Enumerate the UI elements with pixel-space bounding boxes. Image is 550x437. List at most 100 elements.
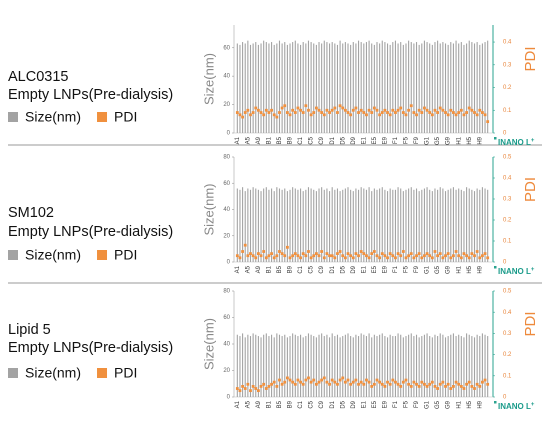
point: [436, 111, 440, 114]
bar: [405, 43, 407, 134]
point: [275, 385, 279, 388]
point: [354, 106, 358, 110]
y-tick-label: 0: [227, 395, 231, 401]
bar: [439, 187, 441, 262]
bar: [300, 334, 302, 397]
logo: INANO L+: [498, 138, 535, 148]
bar: [310, 42, 312, 134]
point: [370, 252, 374, 255]
bar: [339, 40, 341, 134]
point: [481, 254, 484, 258]
x-tick-label: A5: [245, 400, 251, 408]
bar: [429, 189, 431, 262]
bar: [329, 191, 331, 262]
point: [446, 113, 450, 117]
bar: [473, 43, 476, 134]
bar: [397, 187, 399, 262]
point: [417, 108, 421, 112]
x-tick-label: G9: [446, 265, 452, 274]
bar: [321, 187, 323, 262]
bar: [384, 42, 386, 134]
bar: [466, 187, 468, 262]
bar: [439, 43, 441, 134]
bar: [268, 43, 270, 134]
bar: [484, 334, 486, 397]
point: [409, 104, 413, 108]
point: [249, 113, 252, 117]
bar: [236, 43, 238, 134]
point: [280, 252, 284, 255]
point: [425, 252, 429, 255]
point: [383, 254, 387, 258]
point: [462, 113, 466, 117]
x-tick-label: F1: [393, 400, 399, 408]
bar: [292, 42, 294, 134]
bar: [421, 189, 423, 262]
point: [314, 106, 318, 110]
bar: [313, 336, 315, 397]
y-axis-label: Size(nm): [201, 318, 216, 370]
point: [428, 254, 432, 258]
point: [441, 108, 445, 112]
point: [328, 111, 331, 114]
bar: [271, 188, 273, 262]
bar: [431, 337, 433, 397]
panel-subtitle: Empty LNPs(Pre-dialysis): [8, 87, 173, 103]
bar: [252, 43, 254, 134]
x-tick-label: G1: [425, 265, 431, 274]
point: [246, 382, 250, 386]
point: [430, 380, 434, 384]
y2-axis-label: PDI: [522, 311, 539, 336]
point: [262, 113, 266, 117]
point: [383, 108, 387, 112]
point: [473, 387, 476, 390]
point: [438, 382, 442, 386]
legend-swatch: [97, 368, 108, 378]
y-tick-label: 20: [223, 368, 230, 374]
y-tick-label: 60: [223, 181, 230, 187]
bar: [455, 189, 457, 262]
point: [270, 108, 273, 112]
point: [291, 254, 295, 258]
bar: [468, 40, 470, 134]
point: [285, 245, 289, 249]
point: [259, 111, 263, 114]
x-tick-label: G1: [425, 136, 431, 145]
x-tick-label: A1: [235, 136, 241, 144]
point: [251, 385, 255, 388]
bar: [397, 43, 399, 134]
x-tick-label: H5: [467, 400, 473, 408]
logo: INANO L+: [498, 402, 535, 412]
point: [433, 250, 437, 253]
bar: [455, 336, 457, 397]
point: [272, 380, 276, 384]
point: [407, 254, 411, 258]
legend-swatch: [8, 112, 18, 122]
y2-tick-label: 0.4: [503, 40, 512, 46]
bar: [355, 334, 357, 397]
bar: [458, 334, 460, 397]
x-tick-label: D1: [330, 400, 336, 408]
x-tick-label: C5: [309, 136, 315, 144]
bar: [318, 334, 320, 397]
point: [372, 106, 376, 110]
point: [412, 111, 416, 114]
point: [307, 250, 310, 253]
bar: [487, 336, 489, 397]
bar: [452, 43, 454, 134]
x-tick-label: H9: [477, 400, 483, 408]
point: [293, 111, 297, 114]
point: [388, 113, 392, 117]
x-tick-label: C1: [298, 400, 304, 408]
x-tick-label: H1: [456, 265, 462, 273]
y2-tick-label: 0.1: [503, 108, 512, 114]
legend-label: PDI: [114, 247, 137, 263]
bar: [384, 336, 386, 397]
point: [270, 382, 273, 386]
point: [436, 254, 440, 258]
bar: [292, 187, 294, 262]
y-tick-label: 80: [223, 289, 230, 295]
point: [322, 376, 326, 380]
point: [378, 380, 382, 384]
bar: [413, 43, 415, 134]
